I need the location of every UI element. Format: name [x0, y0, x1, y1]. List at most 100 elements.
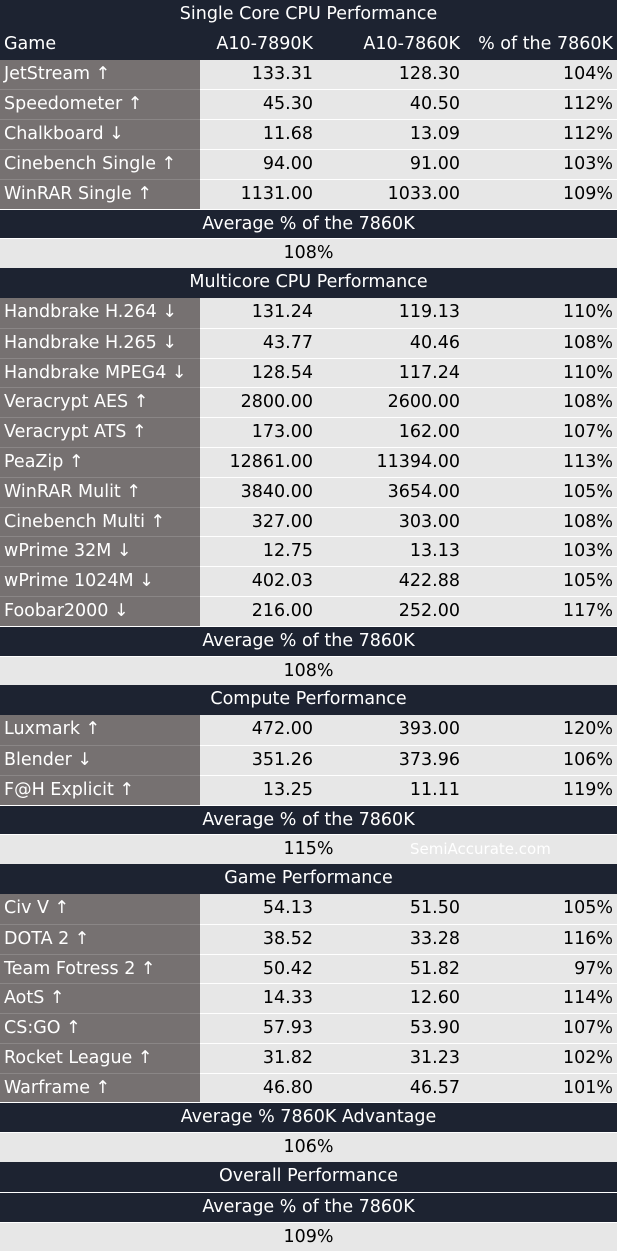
- value-a10-7860k: 2600.00: [387, 392, 460, 413]
- benchmark-name: DOTA 2 ↑: [0, 923, 200, 954]
- row-values: 12861.00 11394.00 113%: [200, 446, 617, 477]
- section-average-value: 115%: [283, 839, 334, 860]
- benchmark-name: Cinebench Multi ↑: [0, 506, 200, 537]
- benchmark-name: WinRAR Mulit ↑: [0, 476, 200, 507]
- value-a10-7860k: 3654.00: [387, 481, 460, 502]
- section-average-value: 108%: [283, 660, 334, 681]
- section-average-label: Average % of the 7860K: [0, 625, 617, 656]
- benchmark-name: Team Fotress 2 ↑: [0, 953, 200, 984]
- value-a10-7890k: 327.00: [251, 511, 313, 532]
- value-a10-7860k: 1033.00: [387, 183, 460, 204]
- row-values: 216.00 252.00 117%: [200, 595, 617, 626]
- value-a10-7860k: 128.30: [398, 63, 460, 84]
- benchmark-name: JetStream ↑: [0, 59, 200, 90]
- value-percent: 108%: [562, 332, 613, 353]
- table-row: PeaZip ↑ 12861.00 11394.00 113%: [0, 446, 617, 477]
- value-percent: 116%: [562, 928, 613, 949]
- section-average-value: 108%: [283, 243, 334, 264]
- row-values: 1131.00 1033.00 109%: [200, 178, 617, 209]
- value-percent: 112%: [562, 124, 613, 145]
- value-a10-7890k: 12861.00: [229, 451, 313, 472]
- benchmark-name: Warframe ↑: [0, 1072, 200, 1103]
- section-average-label: Average % 7860K Advantage: [0, 1102, 617, 1133]
- value-percent: 109%: [562, 183, 613, 204]
- benchmark-name: Luxmark ↑: [0, 715, 200, 745]
- value-a10-7890k: 43.77: [262, 332, 313, 353]
- row-values: 94.00 91.00 103%: [200, 148, 617, 179]
- value-percent: 120%: [562, 719, 613, 740]
- value-a10-7890k: 351.26: [251, 749, 313, 770]
- row-values: 46.80 46.57 101%: [200, 1072, 617, 1103]
- benchmark-name: PeaZip ↑: [0, 446, 200, 477]
- watermark-text: SemiAccurate.com: [410, 840, 551, 859]
- value-a10-7860k: 252.00: [398, 600, 460, 621]
- value-a10-7860k: 53.90: [409, 1018, 460, 1039]
- overall-average-value: 109%: [283, 1226, 334, 1247]
- benchmark-name: wPrime 1024M ↓: [0, 566, 200, 596]
- value-a10-7890k: 31.82: [262, 1047, 313, 1068]
- row-values: 43.77 40.46 108%: [200, 327, 617, 358]
- value-a10-7860k: 119.13: [398, 301, 460, 322]
- section-average-label: Average % of the 7860K: [0, 208, 617, 239]
- table-row: Team Fotress 2 ↑ 50.42 51.82 97%: [0, 953, 617, 984]
- value-percent: 103%: [562, 541, 613, 562]
- value-a10-7860k: 303.00: [398, 511, 460, 532]
- table-row: Veracrypt AES ↑ 2800.00 2600.00 108%: [0, 387, 617, 418]
- sections-container: JetStream ↑ 133.31 128.30 104% Speedometer ↑…: [0, 59, 617, 1163]
- benchmark-name: Veracrypt ATS ↑: [0, 417, 200, 447]
- value-percent: 108%: [562, 392, 613, 413]
- value-a10-7890k: 46.80: [262, 1077, 313, 1098]
- benchmark-name: Foobar2000 ↓: [0, 595, 200, 626]
- table-row: wPrime 1024M ↓ 402.03 422.88 105%: [0, 566, 617, 596]
- value-percent: 103%: [562, 153, 613, 174]
- table-row: Blender ↓ 351.26 373.96 106%: [0, 744, 617, 775]
- value-a10-7860k: 162.00: [398, 422, 460, 443]
- row-values: 12.75 13.13 103%: [200, 536, 617, 567]
- column-header-a10-7860k: A10-7860K: [363, 33, 460, 54]
- overall-title: Overall Performance: [0, 1162, 617, 1192]
- value-percent: 106%: [562, 749, 613, 770]
- section-average-row: 108%: [0, 655, 617, 686]
- section-average-row: 106%: [0, 1132, 617, 1163]
- value-percent: 112%: [562, 94, 613, 115]
- row-values: 38.52 33.28 116%: [200, 923, 617, 954]
- overall-average-row: 109%: [0, 1221, 617, 1252]
- value-a10-7890k: 128.54: [251, 362, 313, 383]
- value-a10-7860k: 12.60: [409, 988, 460, 1009]
- overall-average-label: Average % of the 7860K: [0, 1191, 617, 1222]
- value-percent: 117%: [562, 600, 613, 621]
- table-row: Foobar2000 ↓ 216.00 252.00 117%: [0, 595, 617, 626]
- value-a10-7860k: 40.50: [409, 94, 460, 115]
- benchmark-name: Cinebench Single ↑: [0, 148, 200, 179]
- value-a10-7890k: 472.00: [251, 719, 313, 740]
- table-row: Handbrake H.265 ↓ 43.77 40.46 108%: [0, 327, 617, 358]
- value-a10-7860k: 51.82: [409, 958, 460, 979]
- value-a10-7890k: 50.42: [262, 958, 313, 979]
- value-percent: 105%: [562, 897, 613, 918]
- value-percent: 101%: [562, 1077, 613, 1098]
- row-values: 31.82 31.23 102%: [200, 1042, 617, 1073]
- value-a10-7890k: 57.93: [262, 1018, 313, 1039]
- benchmark-name: Rocket League ↑: [0, 1042, 200, 1073]
- value-a10-7890k: 54.13: [262, 897, 313, 918]
- section-title: Compute Performance: [0, 685, 617, 716]
- value-a10-7860k: 422.88: [398, 571, 460, 592]
- value-a10-7890k: 3840.00: [240, 481, 313, 502]
- value-a10-7860k: 33.28: [409, 928, 460, 949]
- row-values: 11.68 13.09 112%: [200, 119, 617, 149]
- table-row: Handbrake MPEG4 ↓ 128.54 117.24 110%: [0, 357, 617, 388]
- value-a10-7860k: 13.09: [409, 124, 460, 145]
- table-row: Luxmark ↑ 472.00 393.00 120%: [0, 715, 617, 745]
- row-values: 14.33 12.60 114%: [200, 983, 617, 1014]
- value-percent: 102%: [562, 1047, 613, 1068]
- row-values: 2800.00 2600.00 108%: [200, 387, 617, 418]
- benchmark-name: Speedometer ↑: [0, 89, 200, 120]
- section-average-row: 108%: [0, 238, 617, 269]
- benchmark-name: F@H Explicit ↑: [0, 774, 200, 805]
- table-row: Warframe ↑ 46.80 46.57 101%: [0, 1072, 617, 1103]
- row-values: 402.03 422.88 105%: [200, 566, 617, 596]
- value-a10-7860k: 51.50: [409, 897, 460, 918]
- value-percent: 108%: [562, 511, 613, 532]
- table-row: Civ V ↑ 54.13 51.50 105%: [0, 893, 617, 924]
